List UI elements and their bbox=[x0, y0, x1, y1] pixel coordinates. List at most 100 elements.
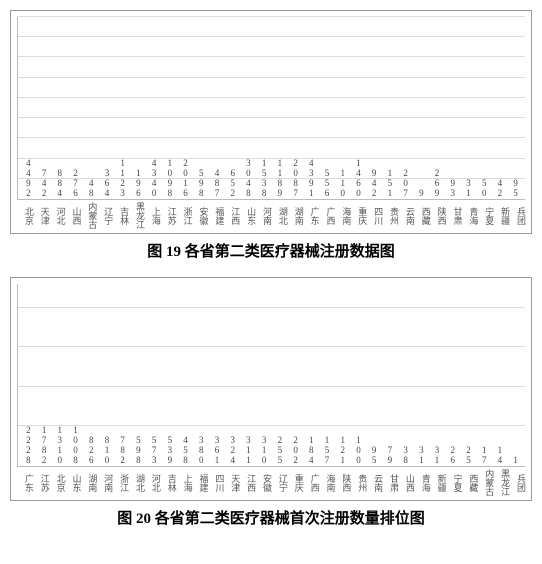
bar-value: 652 bbox=[228, 168, 237, 198]
x-label: 福建 bbox=[208, 202, 224, 229]
bar-value: 598 bbox=[133, 435, 142, 465]
bar-value: 121 bbox=[338, 435, 347, 465]
x-label: 江西 bbox=[223, 202, 239, 229]
x-label: 黑龙江 bbox=[128, 202, 144, 229]
x-label: 山西 bbox=[65, 202, 81, 229]
bar-value: 50 bbox=[479, 178, 488, 198]
bar-value: 324 bbox=[228, 435, 237, 465]
bar-column: 826 bbox=[83, 435, 99, 466]
bar-column: 95 bbox=[366, 445, 382, 466]
x-label: 上海 bbox=[176, 469, 192, 496]
bar-value: 207 bbox=[401, 168, 410, 198]
bar-column: 556 bbox=[319, 168, 335, 199]
x-label: 湖北 bbox=[271, 202, 287, 229]
bar-value: 31 bbox=[463, 178, 472, 198]
bar-value: 100 bbox=[353, 435, 362, 465]
x-label: 广东 bbox=[303, 202, 319, 229]
bar-column: 31 bbox=[413, 445, 429, 466]
x-label: 安徽 bbox=[255, 469, 271, 496]
bar-column: 4492 bbox=[20, 158, 36, 199]
bar-column: 202 bbox=[287, 435, 303, 466]
bar-column: 1123 bbox=[114, 158, 130, 199]
x-label: 甘肃 bbox=[382, 469, 398, 496]
x-label: 四川 bbox=[366, 202, 382, 229]
bar-column: 31 bbox=[429, 445, 445, 466]
bar-value: 196 bbox=[133, 168, 142, 198]
x-label: 山西 bbox=[398, 469, 414, 496]
bar-column: 26 bbox=[444, 445, 460, 466]
bar-value: 9 bbox=[416, 188, 425, 198]
x-label: 福建 bbox=[192, 469, 208, 496]
chart-frame: 4492742884276483641123196434010982016598… bbox=[10, 10, 532, 234]
x-label: 吉林 bbox=[112, 202, 128, 229]
bar-value: 79 bbox=[385, 445, 394, 465]
bar-column: 364 bbox=[99, 168, 115, 199]
bar-value: 157 bbox=[322, 435, 331, 465]
bar-column: 184 bbox=[303, 435, 319, 466]
bar-value: 2016 bbox=[181, 158, 190, 198]
bar-value: 93 bbox=[448, 178, 457, 198]
bar-value: 3048 bbox=[243, 158, 252, 198]
bar-value: 184 bbox=[306, 435, 315, 465]
bar-column: 269 bbox=[429, 168, 445, 199]
bar-column: 14 bbox=[492, 445, 508, 466]
bar-value: 810 bbox=[102, 435, 111, 465]
bar-value: 14 bbox=[495, 445, 504, 465]
bar-value: 26 bbox=[448, 445, 457, 465]
bar-value: 4340 bbox=[149, 158, 158, 198]
bar-column: 458 bbox=[177, 435, 193, 466]
bar-column: 110 bbox=[334, 168, 350, 199]
bar-column: 598 bbox=[130, 435, 146, 466]
x-label: 贵州 bbox=[382, 202, 398, 229]
x-label: 河南 bbox=[255, 202, 271, 229]
x-label: 河北 bbox=[144, 469, 160, 496]
x-label: 湖南 bbox=[287, 202, 303, 229]
x-label: 江苏 bbox=[33, 469, 49, 496]
bars-container: 4492742884276483641123196434010982016598… bbox=[18, 17, 525, 199]
bar-column: 310 bbox=[256, 435, 272, 466]
bar-column: 2228 bbox=[20, 425, 36, 466]
x-label: 广西 bbox=[303, 469, 319, 496]
bar-column: 652 bbox=[224, 168, 240, 199]
bar-value: 276 bbox=[71, 168, 80, 198]
bar-value: 1098 bbox=[165, 158, 174, 198]
chart-plot: 4492742884276483641123196434010982016598… bbox=[17, 17, 525, 200]
bar-column: 121 bbox=[334, 435, 350, 466]
bar-value: 1782 bbox=[39, 425, 48, 465]
x-label: 西藏 bbox=[414, 202, 430, 229]
bar-column: 255 bbox=[272, 435, 288, 466]
bar-value: 4492 bbox=[23, 158, 32, 198]
bar-value: 742 bbox=[39, 168, 48, 198]
bar-column: 48 bbox=[83, 178, 99, 199]
bar-column: 1008 bbox=[67, 425, 83, 466]
bar-column: 17 bbox=[476, 445, 492, 466]
x-label: 江西 bbox=[239, 469, 255, 496]
bar-column: 311 bbox=[240, 435, 256, 466]
chart-plot: 2228178213101008826810782598573539458380… bbox=[17, 284, 525, 467]
bar-value: 458 bbox=[181, 435, 190, 465]
x-label: 湖北 bbox=[128, 469, 144, 496]
bar-value: 151 bbox=[385, 168, 394, 198]
x-label: 天津 bbox=[33, 202, 49, 229]
bar-value: 364 bbox=[102, 168, 111, 198]
x-label: 云南 bbox=[398, 202, 414, 229]
bar-column: 1098 bbox=[161, 158, 177, 199]
bar-column: 38 bbox=[397, 445, 413, 466]
x-label: 兵团 bbox=[509, 202, 525, 229]
x-label: 陕西 bbox=[430, 202, 446, 229]
x-label: 广东 bbox=[17, 469, 33, 496]
bar-column: 1782 bbox=[36, 425, 52, 466]
bar-value: 2228 bbox=[23, 425, 32, 465]
bar-column: 487 bbox=[209, 168, 225, 199]
bar-column: 1538 bbox=[256, 158, 272, 199]
bar-value: 573 bbox=[149, 435, 158, 465]
bar-value: 1538 bbox=[259, 158, 268, 198]
bar-column: 1 bbox=[507, 455, 523, 466]
x-label: 重庆 bbox=[350, 202, 366, 229]
x-label: 甘肃 bbox=[446, 202, 462, 229]
x-label: 吉林 bbox=[160, 469, 176, 496]
x-label: 西藏 bbox=[462, 469, 478, 496]
bar-value: 539 bbox=[165, 435, 174, 465]
x-label: 云南 bbox=[366, 469, 382, 496]
figure-caption: 图 19 各省第二类医疗器械注册数据图 bbox=[10, 240, 532, 261]
